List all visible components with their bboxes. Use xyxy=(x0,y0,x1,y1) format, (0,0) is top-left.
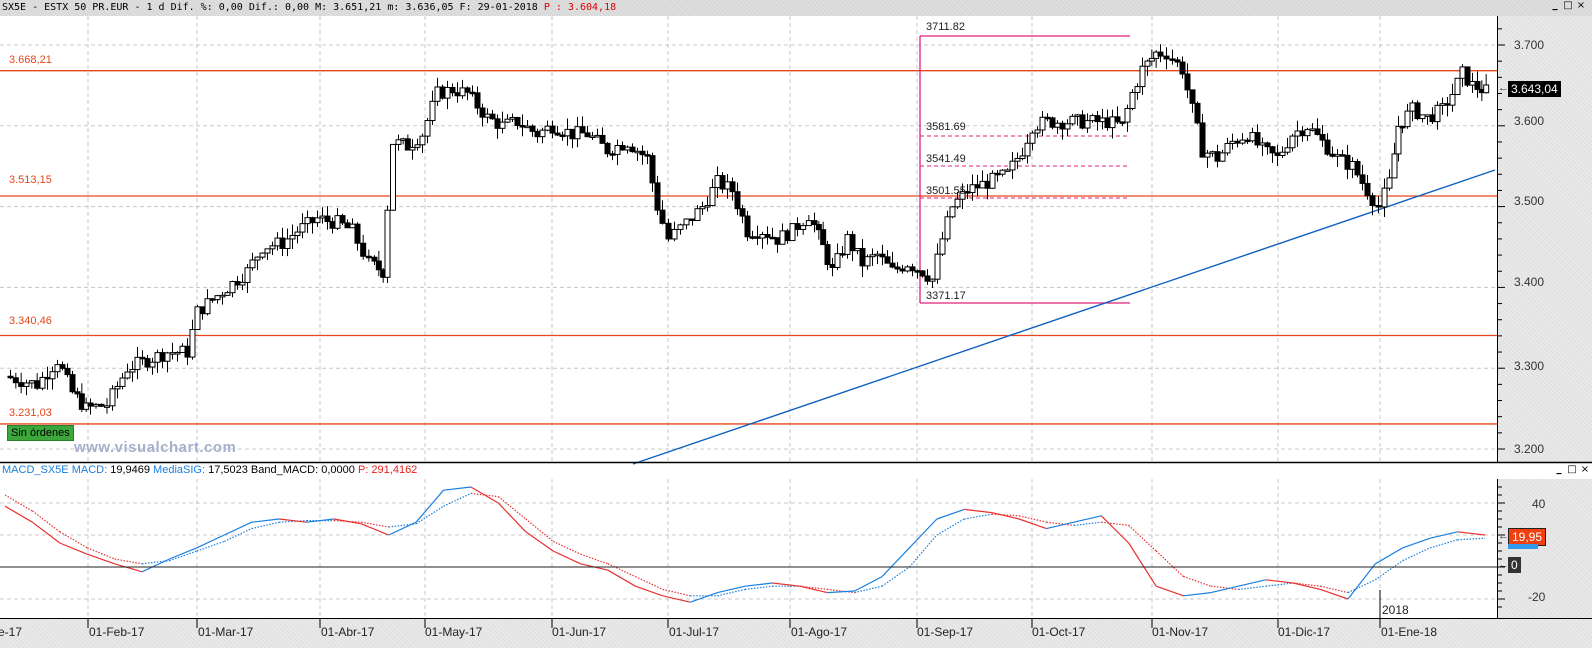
x-label-jan17: e-17 xyxy=(0,625,23,639)
candlesticks xyxy=(7,44,1490,415)
fib-label-500: 3541.49 xyxy=(926,153,966,165)
zero-tag: 0 xyxy=(1508,557,1521,573)
band-label: Band_MACD: xyxy=(250,464,319,476)
macd-minimize-icon[interactable]: _ xyxy=(1556,464,1562,475)
macd-value-tag: 19,95 xyxy=(1508,528,1547,546)
header-p-value: P : 3.604,18 xyxy=(543,2,617,13)
x-label-jun17: 01-Jun-17 xyxy=(552,625,607,639)
window-controls: _ □ × xyxy=(1550,1,1586,12)
minimize-icon[interactable]: _ xyxy=(1552,0,1558,11)
macd-tick-neg20: -20 xyxy=(1528,590,1546,604)
watermark: www.visualchart.com xyxy=(74,439,237,456)
hline-label-3231: 3.231,03 xyxy=(9,407,52,419)
macd-maximize-icon[interactable]: □ xyxy=(1567,464,1577,475)
p-value: 291,4162 xyxy=(371,464,418,476)
close-icon[interactable]: × xyxy=(1576,0,1586,11)
x-label-jul17: 01-Jul-17 xyxy=(669,625,720,639)
hline-label-3668: 3.668,21 xyxy=(9,54,52,66)
x-label-mar17: 01-Mar-17 xyxy=(198,625,254,639)
orders-badge[interactable]: Sin órdenes xyxy=(7,425,74,441)
macd-arrow-icon: ← xyxy=(1498,530,1509,542)
time-axis[interactable] xyxy=(0,618,1592,648)
y-tick-3600: 3.600 xyxy=(1514,114,1545,128)
macd-lines xyxy=(4,486,1486,603)
macd-close-icon[interactable]: × xyxy=(1580,464,1590,475)
grid-lines xyxy=(0,16,1497,618)
header-info: SX5E - ESTX 50 PR.EUR - 1 d Dif. %: 0,00… xyxy=(2,2,544,13)
zero-arrow-icon: ← xyxy=(1498,559,1509,571)
hline-label-3340: 3.340,46 xyxy=(9,315,52,327)
last-price-tag: 3.643,04 xyxy=(1508,81,1561,97)
p-label: P: xyxy=(357,464,369,476)
y-tick-3300: 3.300 xyxy=(1514,359,1545,373)
x-label-feb17: 01-Feb-17 xyxy=(89,625,145,639)
x-label-ago17: 01-Ago-17 xyxy=(791,625,848,639)
macd-legend: MACD_SX5E MACD: 19,9469 MediaSIG: 17,502… xyxy=(2,464,417,476)
signal-label: MediaSIG: xyxy=(153,464,206,476)
y-tick-3700: 3.700 xyxy=(1514,38,1545,52)
y-tick-3400: 3.400 xyxy=(1514,275,1545,289)
macd-label: MACD: xyxy=(71,464,108,476)
y-tick-3200: 3.200 xyxy=(1514,442,1545,456)
macd-name: MACD_SX5E xyxy=(2,464,69,476)
x-label-abr17: 01-Abr-17 xyxy=(321,625,375,639)
last-price-arrow-icon: ← xyxy=(1498,82,1509,94)
x-label-oct17: 01-Oct-17 xyxy=(1032,625,1086,639)
band-value: 0,0000 xyxy=(321,464,355,476)
maximize-icon[interactable]: □ xyxy=(1563,0,1573,11)
x-label-dic17: 01-Dic-17 xyxy=(1278,625,1331,639)
macd-window-controls: _ □ × xyxy=(1554,465,1590,476)
axes xyxy=(0,28,1592,628)
x-label-may17: 01-May-17 xyxy=(425,625,483,639)
fib-label-382: 3501.55 xyxy=(926,185,966,197)
x-label-nov17: 01-Nov-17 xyxy=(1152,625,1209,639)
y-tick-3500: 3.500 xyxy=(1514,194,1545,208)
support-resistance-lines[interactable] xyxy=(0,70,1497,425)
signal-value: 17,5023 xyxy=(208,464,248,476)
trendline[interactable] xyxy=(632,169,1496,465)
fib-label-0: 3371.17 xyxy=(926,290,966,302)
hline-label-3513: 3.513,15 xyxy=(9,174,52,186)
x-label-sep17: 01-Sep-17 xyxy=(917,625,974,639)
signal-value-tag xyxy=(1508,544,1538,549)
x-label-ene18: 01-Ene-18 xyxy=(1381,625,1438,639)
fib-label-618: 3581.69 xyxy=(926,121,966,133)
fib-label-100: 3711.82 xyxy=(926,21,965,33)
year-marker: 2018 xyxy=(1382,603,1409,617)
fibonacci-retracement[interactable] xyxy=(919,35,1130,304)
chart-header: SX5E - ESTX 50 PR.EUR - 1 d Dif. %: 0,00… xyxy=(0,0,1592,16)
macd-value: 19,9469 xyxy=(110,464,150,476)
macd-tick-40: 40 xyxy=(1532,497,1546,511)
